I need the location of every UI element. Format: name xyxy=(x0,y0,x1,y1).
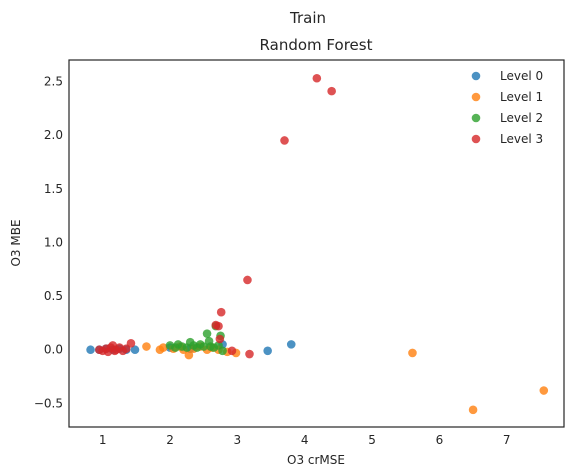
legend: Level 0 Level 1 Level 2 Level 3 xyxy=(472,69,543,146)
legend-marker xyxy=(472,72,481,81)
point-level-1 xyxy=(408,349,417,358)
data-points xyxy=(86,74,548,414)
figure-title: Train xyxy=(289,9,326,27)
y-axis-label: O3 MBE xyxy=(9,219,23,266)
point-level-2 xyxy=(218,347,227,356)
x-tick-label: 4 xyxy=(301,433,309,447)
x-tick-label: 1 xyxy=(99,433,107,447)
y-axis-ticks: −0.5 0.0 0.5 1.0 1.5 2.0 2.5 xyxy=(34,74,63,410)
x-tick-label: 6 xyxy=(436,433,444,447)
legend-marker xyxy=(472,135,481,144)
point-level-3 xyxy=(216,335,225,344)
legend-label: Level 1 xyxy=(500,90,543,104)
point-level-3 xyxy=(243,276,252,285)
legend-label: Level 3 xyxy=(500,132,543,146)
x-axis-label: O3 crMSE xyxy=(287,453,345,467)
point-level-1 xyxy=(142,342,151,351)
legend-marker xyxy=(472,93,481,102)
x-tick-label: 5 xyxy=(368,433,376,447)
y-tick-label: 0.5 xyxy=(44,289,63,303)
x-axis-ticks: 1 2 3 4 5 6 7 xyxy=(99,433,511,447)
y-tick-label: 2.5 xyxy=(44,74,63,88)
legend-label: Level 2 xyxy=(500,111,543,125)
point-level-0 xyxy=(263,347,272,356)
x-tick-label: 7 xyxy=(503,433,511,447)
point-level-0 xyxy=(86,345,95,354)
point-level-3 xyxy=(280,136,289,145)
point-level-3 xyxy=(245,350,254,359)
legend-marker xyxy=(472,114,481,123)
point-level-2 xyxy=(203,329,212,338)
point-level-0 xyxy=(287,340,296,349)
y-tick-label: 2.0 xyxy=(44,128,63,142)
plot-area-frame xyxy=(69,60,564,427)
y-tick-label: 1.5 xyxy=(44,182,63,196)
legend-label: Level 0 xyxy=(500,69,543,83)
y-tick-label: 0.0 xyxy=(44,343,63,357)
point-level-3 xyxy=(127,339,136,348)
x-tick-label: 2 xyxy=(166,433,174,447)
point-level-1 xyxy=(469,406,478,415)
point-level-3 xyxy=(217,308,226,317)
point-level-1 xyxy=(539,386,548,395)
point-level-3 xyxy=(327,87,336,96)
point-level-3 xyxy=(228,347,237,356)
point-level-3 xyxy=(214,322,223,331)
y-tick-label: −0.5 xyxy=(34,396,63,410)
x-tick-label: 3 xyxy=(234,433,242,447)
y-tick-label: 1.0 xyxy=(44,235,63,249)
point-level-3 xyxy=(313,74,322,83)
chart-title: Random Forest xyxy=(260,36,373,54)
